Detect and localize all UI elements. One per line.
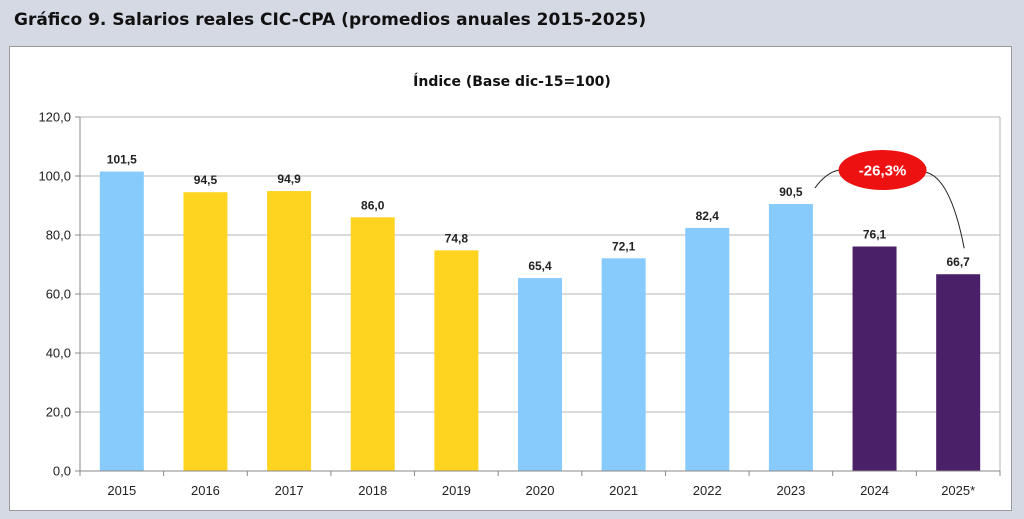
bar-2024 [852,246,897,471]
data-label: 94,5 [194,173,218,187]
data-label: 86,0 [361,198,385,212]
bar-2017 [267,191,312,472]
x-tick-label: 2015 [107,483,136,498]
y-tick-label: 40,0 [46,346,71,361]
y-tick-label: 60,0 [46,287,71,302]
x-tick-label: 2018 [358,483,387,498]
bar-2015 [99,171,144,471]
page-title: Gráfico 9. Salarios reales CIC-CPA (prom… [14,10,647,30]
data-label: 65,4 [528,259,552,273]
data-label: 74,8 [445,231,469,245]
callout-connector-left [814,169,840,189]
x-tick-label: 2017 [275,483,304,498]
bar-2022 [685,227,730,471]
bar-2020 [518,278,562,471]
y-tick-label: 80,0 [46,228,71,243]
chart-panel: Índice (Base dic-15=100) 0,0 20,0 40,0 60,0… [9,46,1012,511]
x-axis: 2015 2016 2017 2018 2019 2020 2021 2022 2023 2024… [79,470,1001,498]
x-tick-label: 2023 [776,483,805,498]
y-tick-label: 0,0 [53,464,71,479]
variation-callout: -26,3% [814,150,965,249]
x-tick-label: 2019 [442,483,471,498]
x-tick-label: 2022 [693,483,722,498]
y-tick-label: 120,0 [38,110,71,125]
bar-2018 [350,217,395,471]
callout-bubble [838,150,927,191]
callout-connector-right [924,171,965,249]
y-tick-label: 100,0 [38,169,71,184]
bar-2023 [768,204,813,471]
data-label: 101,5 [107,153,137,167]
data-label: 82,4 [696,209,720,223]
x-tick-label: 2020 [526,483,555,498]
chart-title: Índice (Base dic-15=100) [413,73,611,90]
data-label: 90,5 [779,185,803,199]
data-label: 76,1 [863,228,887,242]
data-label: 94,9 [277,172,301,186]
x-tick-label: 2021 [609,483,638,498]
bar-2021 [601,258,646,471]
x-tick-label: 2024 [860,483,889,498]
data-label: 72,1 [612,239,636,253]
y-axis: 0,0 20,0 40,0 60,0 80,0 100,0 120,0 [38,110,1001,479]
bar-2025* [936,274,981,471]
y-tick-label: 20,0 [46,405,71,420]
bar-2016 [183,192,228,471]
bar-chart: Índice (Base dic-15=100) 0,0 20,0 40,0 60,0… [38,73,1001,498]
x-tick-label: 2025* [941,483,975,498]
bar-2019 [434,250,479,471]
callout-label: -26,3% [859,163,907,180]
x-tick-label: 2016 [191,483,220,498]
data-label: 66,7 [947,255,971,269]
bars: 101,5 94,5 94,9 86,0 74,8 65,4 72,1 82,4 90,5 76,… [99,153,981,472]
